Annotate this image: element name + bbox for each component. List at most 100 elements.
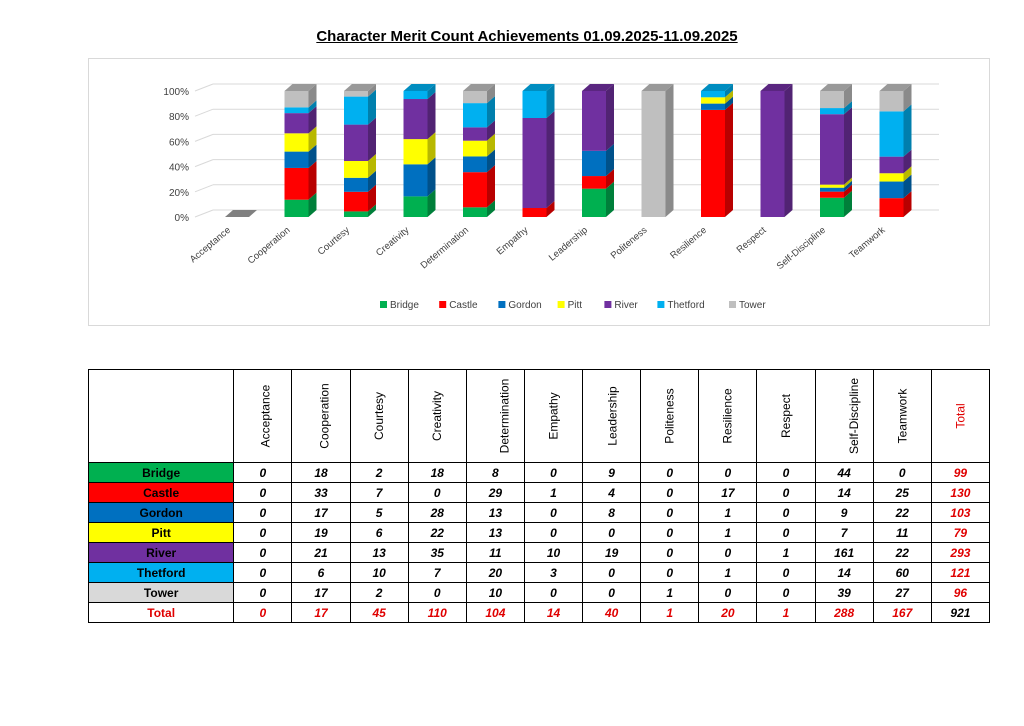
column-total-cell: 45 [349, 602, 409, 623]
table-row-gordon: Gordon 0 17 5 28 13 0 8 0 1 0 9 22 103 [87, 502, 991, 523]
table-row-pitt: Pitt 0 19 6 22 13 0 0 0 1 0 7 11 79 [87, 522, 991, 543]
bar-self-discipline-tower [820, 84, 852, 109]
x-tick-label: Courtesy [316, 225, 352, 258]
x-tick-label: Leadership [547, 225, 590, 264]
bar-empathy-thetford [522, 84, 555, 118]
bar-top-respect [760, 84, 793, 91]
x-tick-label: Respect [735, 225, 769, 256]
table-cell: 5 [349, 502, 409, 523]
column-header: Courtesy [349, 369, 409, 463]
svg-text:Pitt: Pitt [568, 300, 583, 311]
svg-text:Thetford: Thetford [667, 300, 704, 311]
table-cell: 0 [233, 462, 293, 483]
bar-empathy-river [522, 111, 555, 208]
table-cell: 11 [872, 522, 932, 543]
table-cell: 0 [640, 562, 700, 583]
page-title: Character Merit Count Achievements 01.09… [316, 28, 738, 45]
bar-top-creativity [403, 84, 436, 91]
table-cell: 29 [465, 482, 525, 503]
bar-top-teamwork [879, 84, 912, 91]
table-cell: 33 [291, 482, 351, 503]
column-total-cell: 104 [465, 602, 525, 623]
table-cell: 0 [756, 462, 816, 483]
table-cell: 6 [291, 562, 351, 583]
row-total-cell: 79 [930, 522, 991, 543]
bar-determination-castle [463, 165, 495, 208]
bar-resilience-thetford [701, 84, 733, 98]
table-header-row: Acceptance Cooperation Courtesy Creativity D… [87, 369, 991, 463]
column-total-cell: 40 [582, 602, 642, 623]
x-tick-label: Cooperation [246, 225, 293, 267]
x-tick-label: Determination [419, 225, 471, 271]
column-header-label: Creativity [430, 390, 445, 442]
bar-top-resilience [701, 84, 733, 91]
table-cell: 0 [407, 582, 467, 603]
legend-item-tower: Tower [729, 300, 766, 311]
bar-courtesy-river [344, 117, 376, 161]
grand-total-cell: 921 [930, 602, 991, 623]
bar-determination-gordon [463, 149, 495, 173]
legend-item-castle: Castle [439, 300, 478, 311]
x-tick-label: Teamwork [847, 225, 887, 261]
bar-top-empathy [522, 84, 555, 91]
table-cell: 19 [291, 522, 351, 543]
bar-top-courtesy [344, 84, 376, 91]
table-cell: 0 [640, 502, 700, 523]
bar-top-leadership [582, 84, 614, 91]
bar-determination-pitt [463, 133, 495, 157]
table-cell: 14 [814, 482, 874, 503]
bar-self-discipline-bridge [820, 190, 852, 217]
legend-item-river: River [604, 300, 638, 311]
table-cell: 17 [698, 482, 758, 503]
row-total-cell: 96 [930, 582, 991, 603]
bar-creativity-thetford [403, 84, 436, 100]
y-tick-label: 60% [169, 137, 189, 148]
table-cell: 0 [640, 462, 700, 483]
bar-leadership-castle [582, 169, 614, 189]
x-tick-label: Politeness [609, 225, 650, 262]
table-cell: 10 [349, 562, 409, 583]
column-header-label: Acceptance [258, 384, 273, 448]
bar-empathy-castle [522, 201, 555, 217]
row-total-cell: 293 [930, 542, 991, 563]
y-tick-label: 20% [169, 188, 189, 199]
x-tick-label: Self-Discipline [775, 225, 828, 272]
table-cell: 8 [582, 502, 642, 523]
table-cell: 0 [582, 522, 642, 543]
bar-creativity-gordon [403, 157, 436, 197]
table-cell: 0 [523, 462, 584, 483]
table-cell: 60 [872, 562, 932, 583]
table-cell: 20 [465, 562, 525, 583]
bar-politeness-tower [641, 84, 674, 217]
table-cell: 0 [698, 582, 758, 603]
table-cell: 0 [756, 482, 816, 503]
svg-text:Tower: Tower [739, 300, 766, 311]
bar-self-discipline-gordon [820, 180, 852, 192]
table-cell: 0 [233, 542, 293, 563]
table-cell: 10 [465, 582, 525, 603]
house-name-cell: Thetford [87, 562, 235, 583]
table-cell: 0 [698, 462, 758, 483]
house-name-cell: Pitt [87, 522, 235, 543]
column-total-cell: 110 [407, 602, 467, 623]
bar-leadership-river [582, 84, 614, 151]
table-cell: 1 [523, 482, 584, 503]
x-tick-label: Empathy [495, 225, 531, 258]
table-cell: 22 [872, 542, 932, 563]
table-cell: 8 [465, 462, 525, 483]
legend-item-thetford: Thetford [657, 300, 705, 311]
column-total-cell: 14 [523, 602, 584, 623]
stacked-bar-chart: 0% 20% 40% 60% 80% 100% Acceptance Cooperation C… [163, 83, 939, 311]
column-header: Creativity [407, 369, 467, 463]
table-cell: 2 [349, 462, 409, 483]
bar-top-cooperation [284, 84, 317, 91]
table-cell: 0 [582, 562, 642, 583]
bar-leadership-bridge [582, 181, 614, 217]
bar-courtesy-castle [344, 184, 376, 212]
table-cell: 35 [407, 542, 467, 563]
column-total-cell: 167 [872, 602, 932, 623]
bar-teamwork-thetford [879, 104, 912, 157]
bar-self-discipline-thetford [820, 101, 852, 115]
table-row-bridge: Bridge 0 18 2 18 8 0 9 0 0 0 44 0 99 [87, 462, 991, 483]
x-tick-label: Creativity [374, 225, 412, 259]
